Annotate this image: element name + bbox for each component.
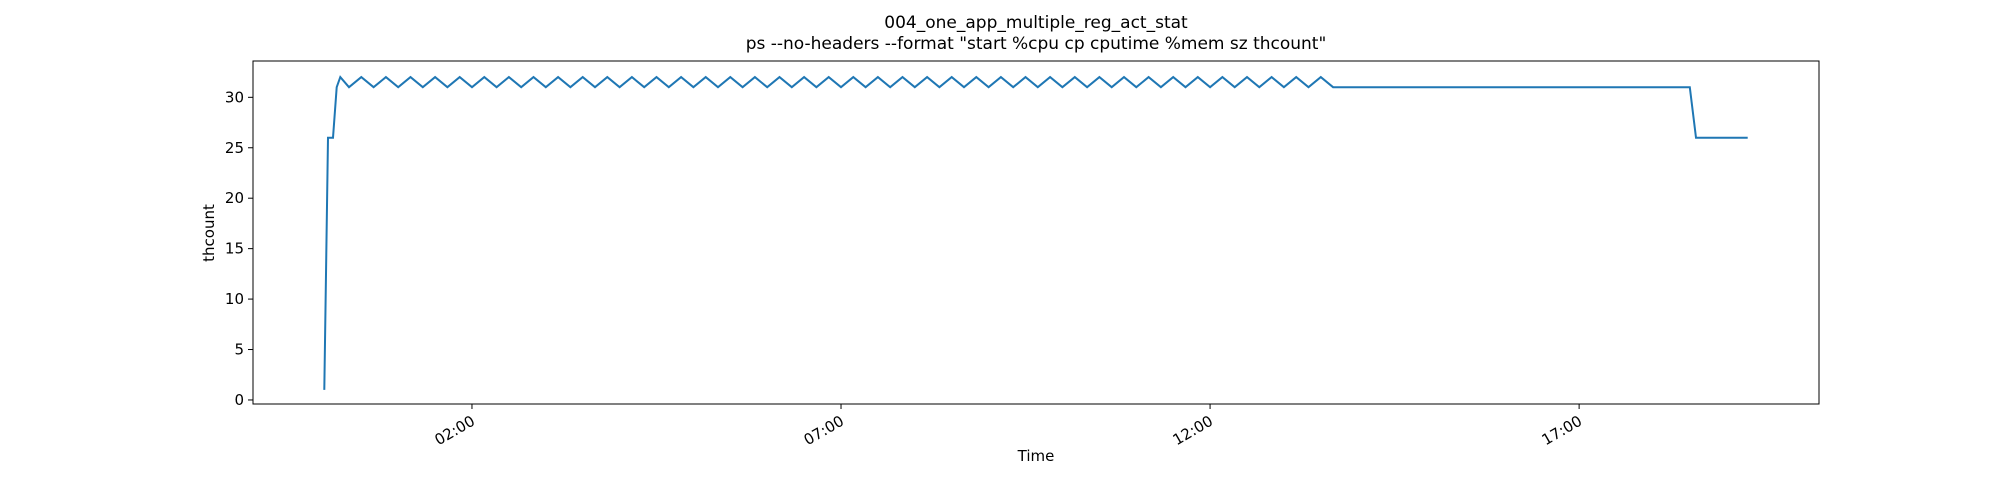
y-tick-label: 20	[225, 189, 244, 207]
y-tick-label: 15	[225, 240, 244, 258]
y-tick-label: 5	[234, 341, 244, 359]
chart-title: 004_one_app_multiple_reg_act_stat	[884, 13, 1188, 33]
y-axis-label: thcount	[200, 204, 218, 262]
data-line	[323, 75, 1748, 390]
y-tick-label: 30	[225, 88, 244, 106]
x-tick-label: 17:00	[1539, 412, 1585, 449]
x-tick-label: 07:00	[801, 412, 847, 449]
x-tick-label: 02:00	[432, 412, 478, 449]
x-tick-label: 12:00	[1170, 412, 1216, 449]
plot-frame	[252, 60, 1820, 405]
y-tick-label: 10	[225, 290, 244, 308]
y-tick-label: 0	[234, 391, 244, 409]
chart-subtitle: ps --no-headers --format "start %cpu cp …	[746, 34, 1327, 54]
x-axis-label: Time	[1017, 447, 1055, 465]
y-tick-label: 25	[225, 139, 244, 157]
